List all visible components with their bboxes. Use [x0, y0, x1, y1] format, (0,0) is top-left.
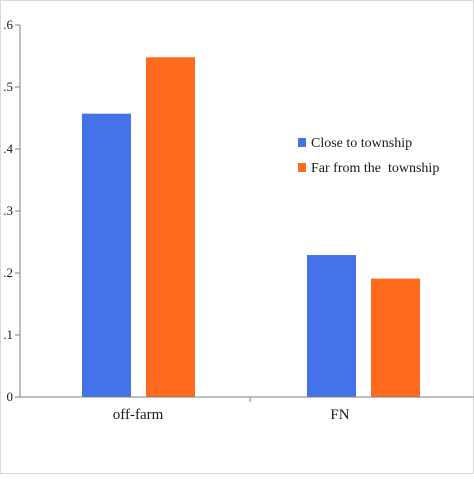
bar-fn-series-1	[307, 255, 356, 397]
legend-label-1: Close to township	[311, 136, 412, 151]
legend: Close to township Far from the township	[298, 136, 439, 176]
legend-swatch-1	[298, 138, 306, 147]
y-tick-label: .2	[3, 265, 13, 280]
x-tick-label: off-farm	[113, 407, 164, 423]
bars-layer	[82, 57, 420, 398]
axes-layer: 0 .1 .2 .3 .4 .5 .6 off-farm FN	[3, 17, 474, 423]
bar-off-farm-series-2	[146, 57, 195, 398]
y-tick-label: .4	[3, 141, 13, 156]
legend-label-2: Far from the township	[311, 161, 439, 176]
bar-off-farm-series-1	[82, 113, 131, 397]
y-tick-label: .6	[3, 17, 13, 32]
y-tick-label: .1	[3, 327, 13, 342]
x-tick-label: FN	[330, 407, 349, 423]
y-tick-label: .5	[3, 79, 13, 94]
bar-fn-series-2	[371, 278, 420, 397]
y-tick-label: 0	[7, 389, 14, 404]
legend-swatch-2	[298, 163, 306, 172]
y-tick-label: .3	[3, 203, 13, 218]
